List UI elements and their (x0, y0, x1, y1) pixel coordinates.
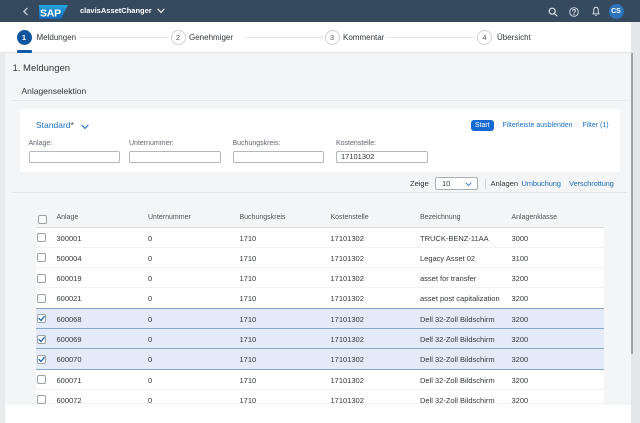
svg-text:SAP: SAP (40, 8, 61, 20)
